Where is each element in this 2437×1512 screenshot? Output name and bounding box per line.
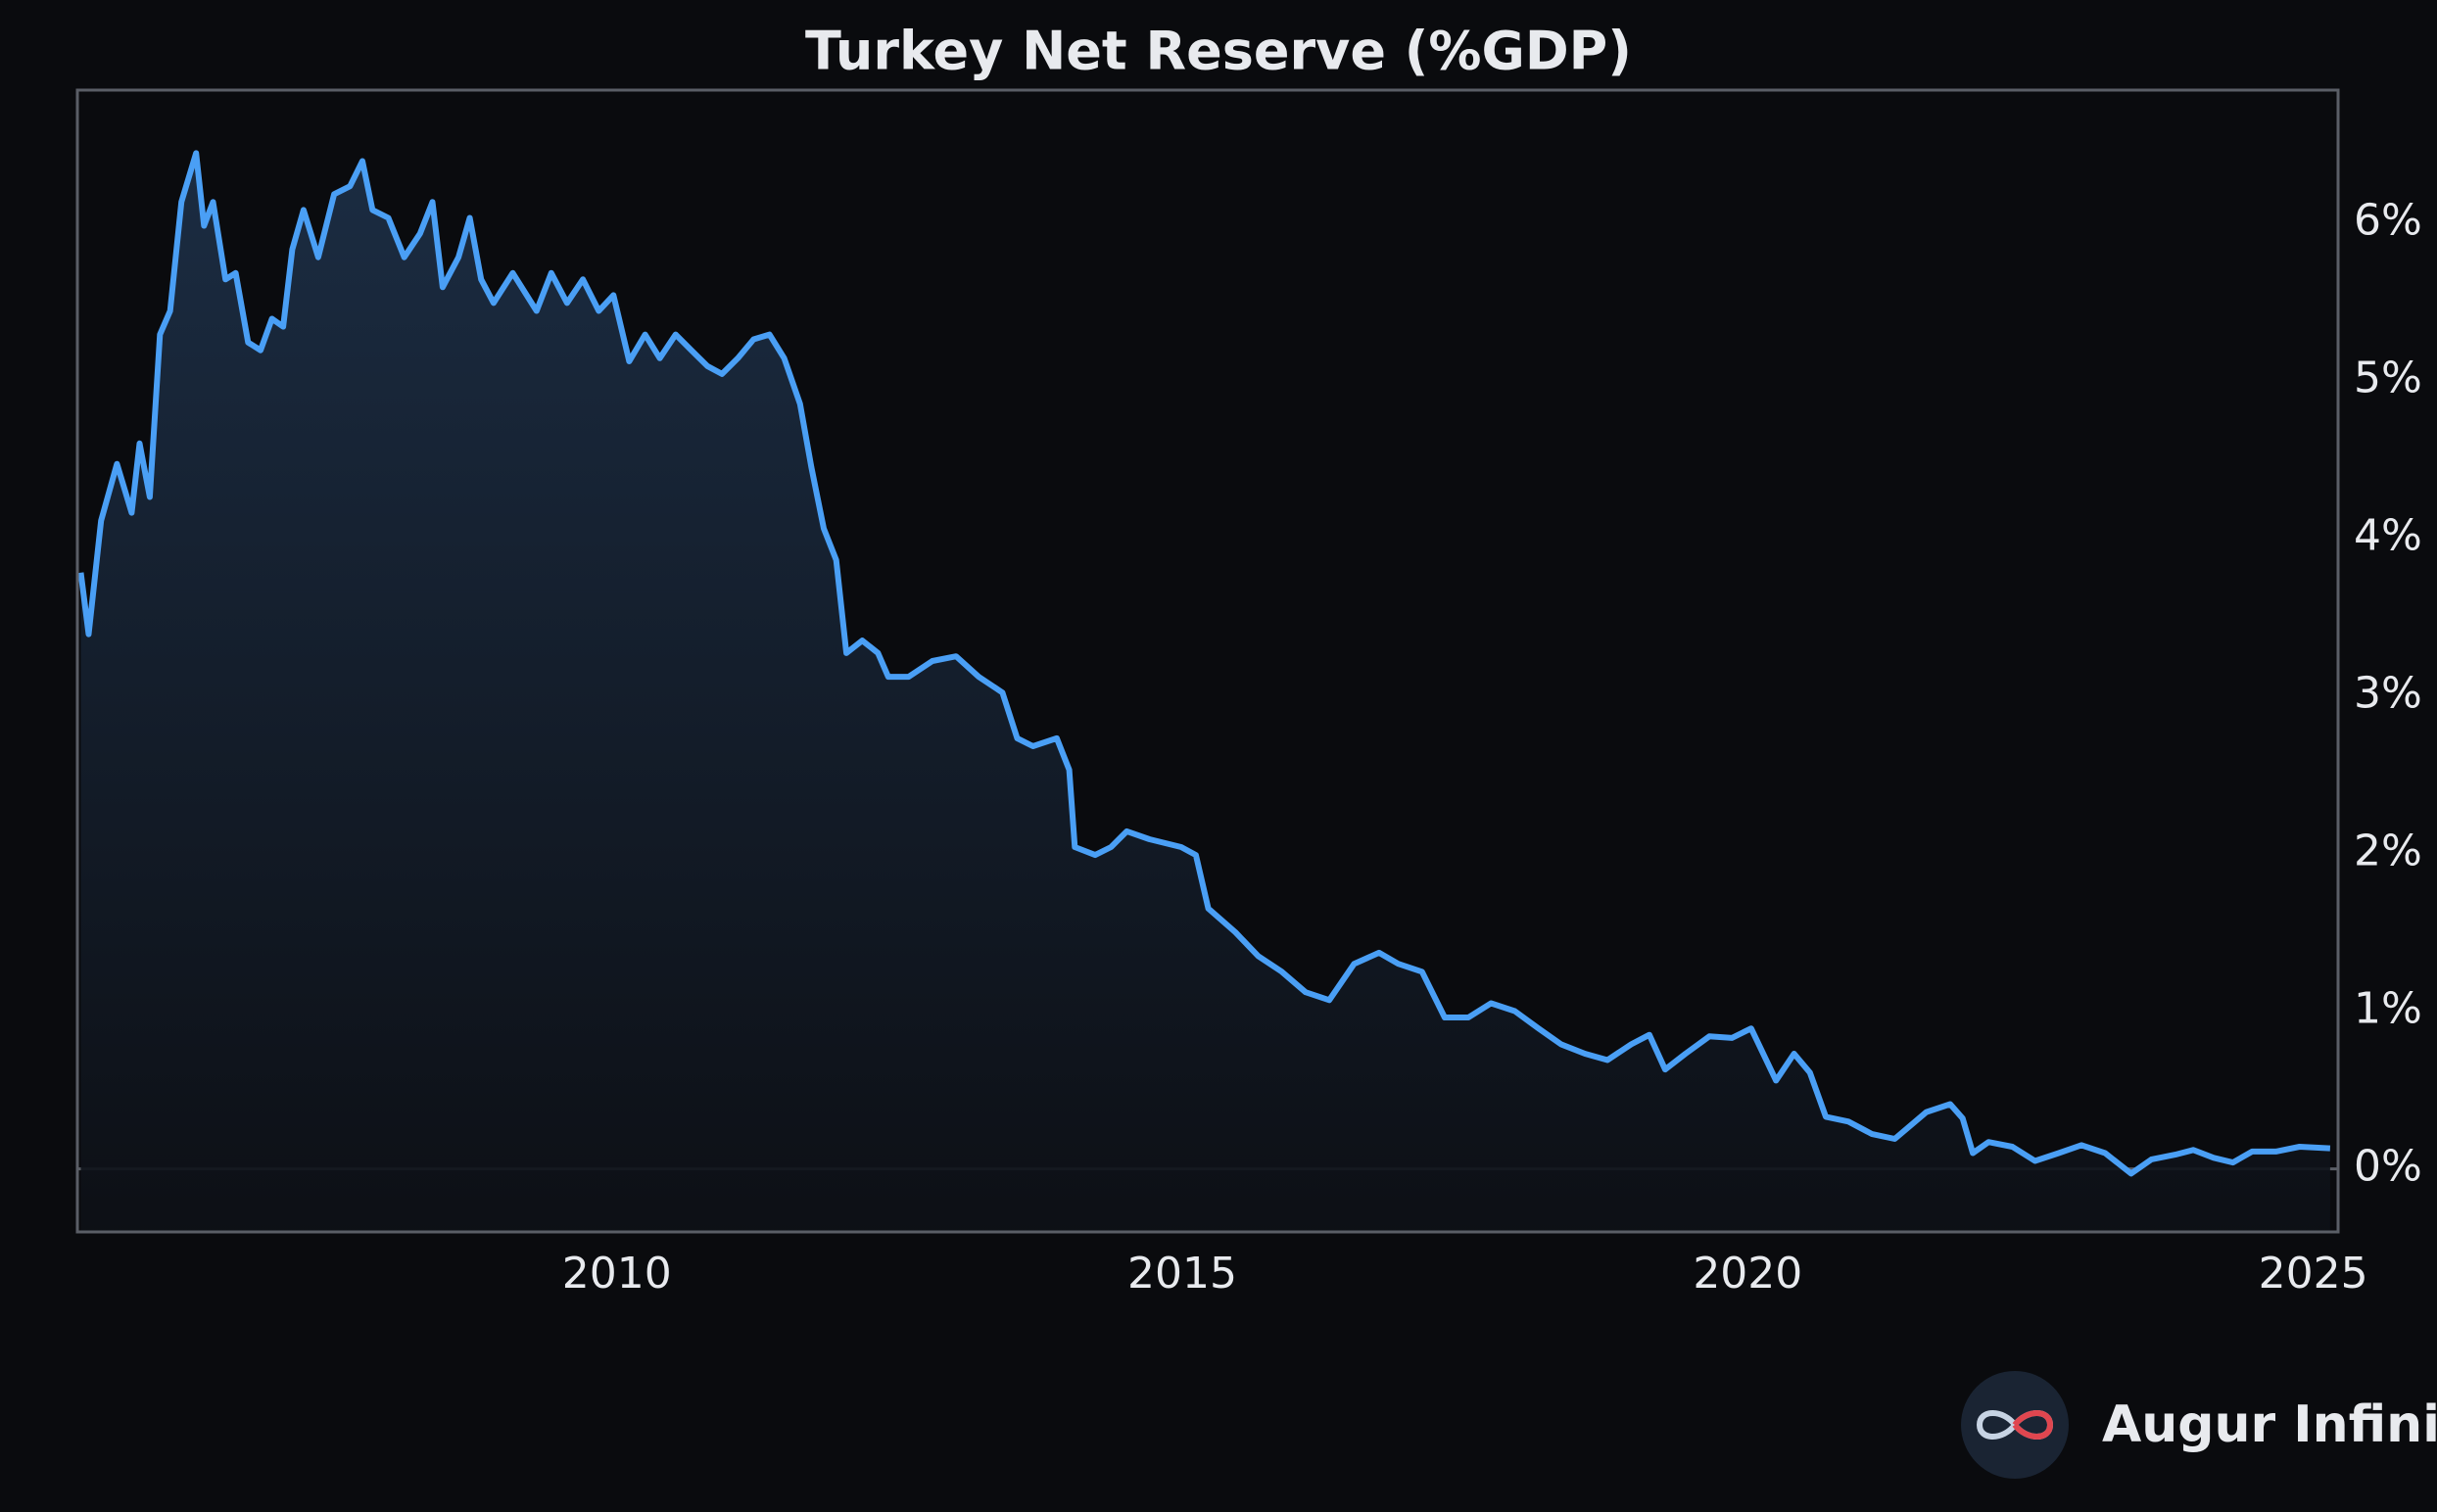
logo-infinity-accent: [2012, 1410, 2054, 1440]
x-tick-label: 2025: [2259, 1249, 2368, 1299]
x-tick-label: 2010: [562, 1249, 672, 1299]
area: [80, 153, 2330, 1232]
logo: [1961, 1371, 2069, 1479]
x-tick-label: 2015: [1127, 1249, 1237, 1299]
plot-area: [77, 150, 2338, 1232]
x-tick-label: 2020: [1693, 1249, 1802, 1299]
y-tick-label: 2%: [2354, 826, 2422, 875]
y-tick-label: 3%: [2354, 668, 2422, 718]
plot-frame: [75, 88, 2340, 1234]
line: [77, 150, 2331, 1177]
y-tick-label: 6%: [2354, 195, 2422, 245]
y-tick-label: 0%: [2354, 1142, 2422, 1192]
y-tick-label: 4%: [2354, 510, 2422, 560]
y-tick-label: 5%: [2354, 353, 2422, 402]
chart-title: Turkey Net Reserve (%GDP): [805, 21, 1632, 82]
y-tick-label: 1%: [2354, 984, 2422, 1034]
brand-name: Augur Infinity: [2102, 1395, 2437, 1454]
